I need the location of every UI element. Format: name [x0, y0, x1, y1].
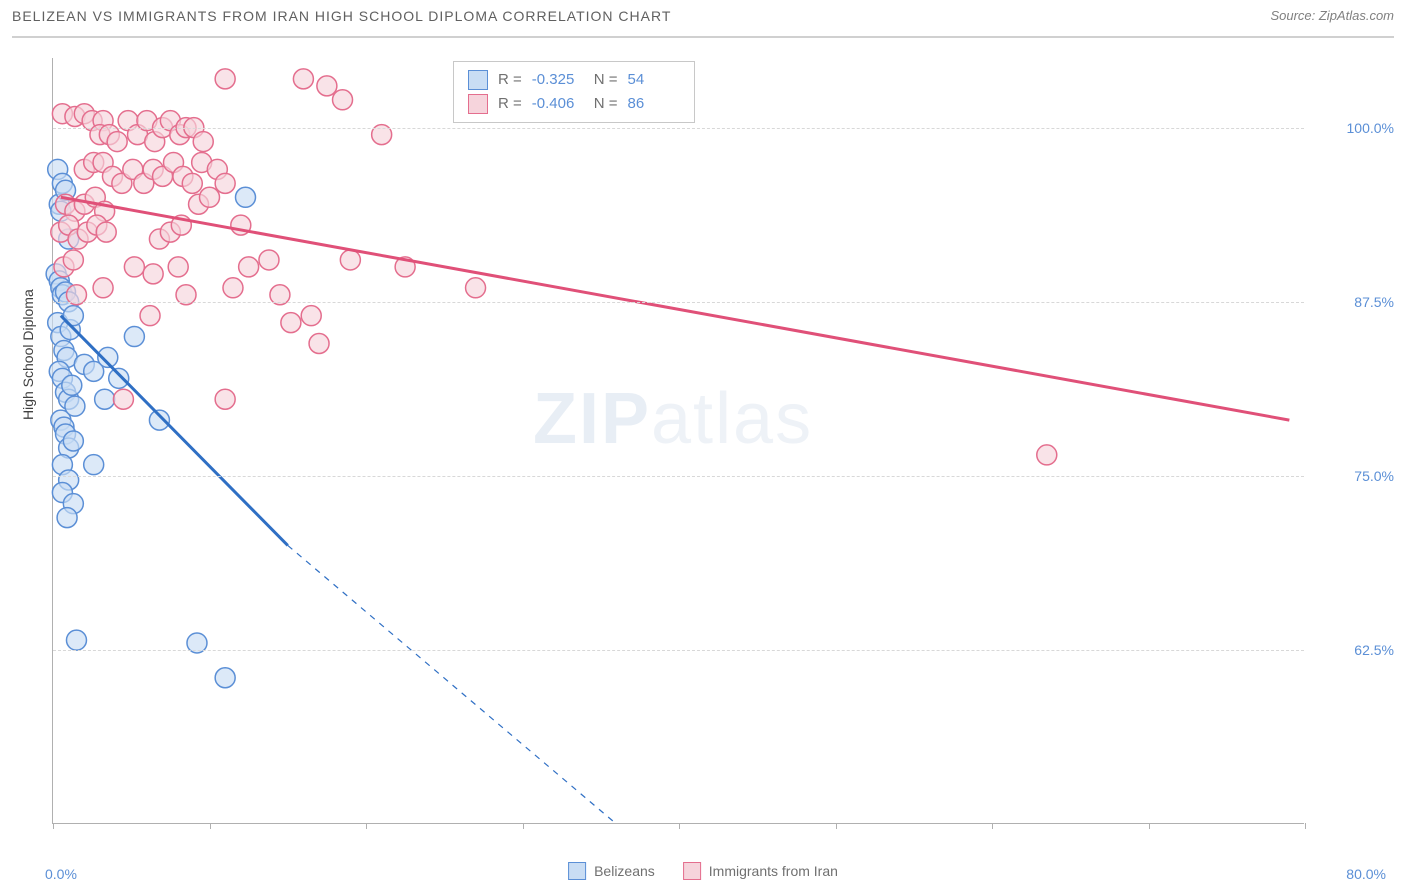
data-point [66, 630, 86, 650]
data-point [193, 132, 213, 152]
legend-swatch-1 [683, 862, 701, 880]
data-point [168, 257, 188, 277]
source-attribution: Source: ZipAtlas.com [1270, 8, 1394, 23]
scatter-svg [53, 58, 1304, 823]
r-label: R = [498, 68, 522, 92]
x-tick [836, 823, 837, 829]
y-tick-label: 75.0% [1314, 468, 1394, 484]
data-point [239, 257, 259, 277]
data-point [182, 173, 202, 193]
data-point [149, 410, 169, 430]
legend-label-1: Immigrants from Iran [709, 863, 838, 879]
r-value-0: -0.325 [532, 68, 584, 92]
data-point [96, 222, 116, 242]
legend-swatch-0 [568, 862, 586, 880]
gridline [53, 650, 1304, 651]
n-label: N = [594, 68, 618, 92]
data-point [63, 250, 83, 270]
data-point [466, 278, 486, 298]
data-point [281, 313, 301, 333]
data-point [215, 389, 235, 409]
legend-item-1: Immigrants from Iran [683, 862, 838, 880]
r-label: R = [498, 92, 522, 116]
n-value-0: 54 [628, 68, 680, 92]
legend: Belizeans Immigrants from Iran [568, 862, 838, 880]
x-axis-min-label: 0.0% [45, 866, 77, 882]
data-point [301, 306, 321, 326]
swatch-series-1 [468, 94, 488, 114]
x-tick [679, 823, 680, 829]
data-point [124, 327, 144, 347]
correlation-stats-box: R = -0.325 N = 54 R = -0.406 N = 86 [453, 61, 695, 123]
data-point [293, 69, 313, 89]
legend-label-0: Belizeans [594, 863, 655, 879]
y-tick-label: 62.5% [1314, 642, 1394, 658]
data-point [309, 334, 329, 354]
y-tick-label: 87.5% [1314, 294, 1394, 310]
data-point [65, 396, 85, 416]
data-point [95, 389, 115, 409]
n-value-1: 86 [628, 92, 680, 116]
data-point [223, 278, 243, 298]
y-tick-label: 100.0% [1314, 120, 1394, 136]
r-value-1: -0.406 [532, 92, 584, 116]
data-point [113, 389, 133, 409]
x-tick [1305, 823, 1306, 829]
data-point [1037, 445, 1057, 465]
data-point [215, 173, 235, 193]
x-tick [210, 823, 211, 829]
data-point [317, 76, 337, 96]
x-axis-max-label: 80.0% [1346, 866, 1386, 882]
chart-title: BELIZEAN VS IMMIGRANTS FROM IRAN HIGH SC… [12, 8, 671, 24]
data-point [62, 375, 82, 395]
data-point [109, 368, 129, 388]
n-label: N = [594, 92, 618, 116]
data-point [235, 187, 255, 207]
trend-line [288, 545, 617, 824]
x-tick [53, 823, 54, 829]
data-point [140, 306, 160, 326]
x-tick [992, 823, 993, 829]
data-point [215, 668, 235, 688]
data-point [107, 132, 127, 152]
data-point [63, 431, 83, 451]
trend-line [61, 316, 288, 546]
swatch-series-0 [468, 70, 488, 90]
data-point [93, 278, 113, 298]
legend-item-0: Belizeans [568, 862, 655, 880]
data-point [333, 90, 353, 110]
chart-header: BELIZEAN VS IMMIGRANTS FROM IRAN HIGH SC… [12, 8, 1394, 38]
data-point [200, 187, 220, 207]
data-point [124, 257, 144, 277]
data-point [143, 264, 163, 284]
gridline [53, 302, 1304, 303]
x-tick [366, 823, 367, 829]
x-tick [523, 823, 524, 829]
data-point [340, 250, 360, 270]
trend-line [61, 197, 1290, 420]
data-point [57, 508, 77, 528]
x-tick [1149, 823, 1150, 829]
gridline [53, 476, 1304, 477]
stats-row-series-0: R = -0.325 N = 54 [468, 68, 680, 92]
plot-area: ZIPatlas R = -0.325 N = 54 R = -0.406 N … [52, 58, 1304, 824]
data-point [84, 455, 104, 475]
gridline [53, 128, 1304, 129]
data-point [215, 69, 235, 89]
y-axis-label: High School Diploma [20, 289, 36, 420]
data-point [259, 250, 279, 270]
stats-row-series-1: R = -0.406 N = 86 [468, 92, 680, 116]
